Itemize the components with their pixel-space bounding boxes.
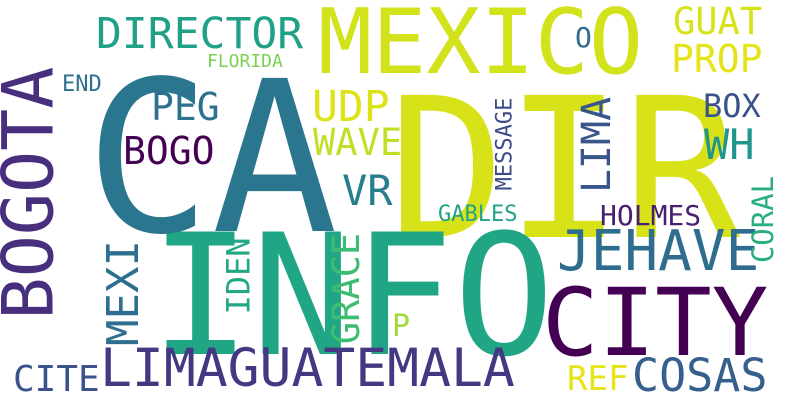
word-dir: DIR [388,56,741,283]
word-ca: CA [85,36,338,281]
word-guat: GUAT [673,0,763,43]
word-mexi: MEXI [97,240,149,346]
word-info: INFO [150,198,555,394]
word-holmes: HOLMES [600,199,702,232]
word-limaguatemala: LIMAGUATEMALA [100,338,515,399]
word-ref: REF [567,359,629,399]
word-lima: LIMA [574,96,621,194]
word-prop: PROP [671,37,763,81]
word-grace: GRACE [325,232,369,345]
word-cite: CITE [13,359,100,400]
word-director: DIRECTOR [96,9,304,59]
word-gables: GABLES [438,202,518,227]
word-bogo: BOGO [123,129,215,173]
word-message: MESSAGE [492,97,518,191]
word-o: O [575,21,592,54]
word-coral: CORAL [746,175,781,264]
word-jehave: JEHAVE [557,219,760,284]
word-mexico: MEXICO [318,0,644,95]
word-p: P [392,309,411,344]
word-iden: IDEN [219,237,258,315]
word-bogota: BOGOTA [0,66,70,320]
word-peg: PEG [151,85,220,129]
word-box: BOX [703,87,761,125]
word-udp: UDP [312,82,390,132]
word-vr: VR [342,166,393,215]
word-wave: WAVE [313,121,403,164]
word-cosas: COSAS [632,349,768,402]
word-wh: WH [704,120,755,169]
word-end: END [62,72,102,97]
word-city: CITY [542,269,769,378]
word-florida: FLORIDA [207,51,283,72]
